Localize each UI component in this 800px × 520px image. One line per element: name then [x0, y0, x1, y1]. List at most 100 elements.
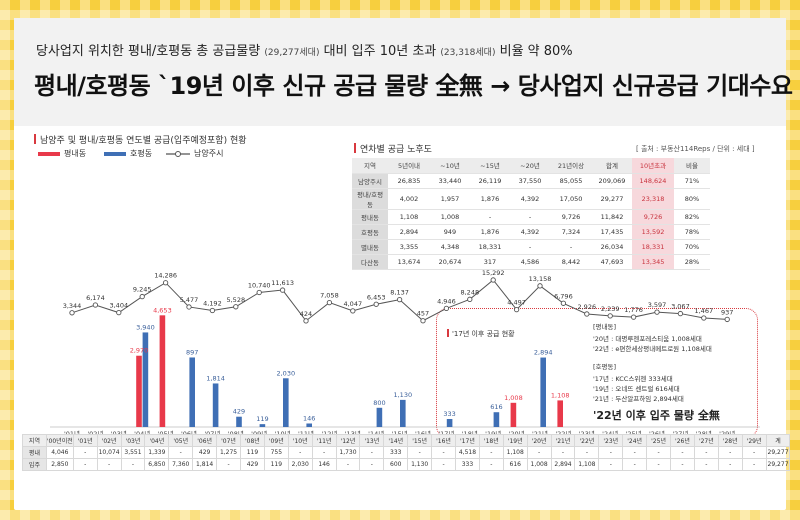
header-band: 당사업지 위치한 평내/호평동 총 공급물량 (29,277세대) 대비 입주 …: [14, 18, 800, 126]
yearly-cell: -: [431, 446, 456, 459]
line-point: [607, 313, 613, 319]
line-data-label: 3,597: [648, 301, 667, 309]
yearly-cell: 2,894: [550, 458, 576, 471]
line-data-label: 6,796: [554, 292, 573, 300]
line-point: [513, 306, 520, 313]
yearly-cell: -: [598, 458, 624, 471]
line-data-label: 8,248: [460, 288, 479, 296]
line-data-label: 4,946: [437, 297, 456, 305]
supply-cell: 85,055: [550, 173, 592, 189]
supply-row-region: 평내/호평동: [352, 188, 388, 210]
yearly-cell: '25년: [646, 434, 672, 447]
supply-table-row: 평내동 1,108 1,008- -9,726 11,842 9,726 82%: [352, 209, 710, 225]
yearly-cell: '24년: [622, 434, 648, 447]
bar-hopyeong: [236, 416, 242, 427]
yearly-cell: -: [670, 446, 695, 459]
supply-cell: 4,586: [510, 254, 550, 270]
bar-hopyeong: [189, 357, 195, 427]
line-point: [396, 296, 403, 303]
supply-cell: -: [470, 209, 510, 225]
info-box-title: '17년 이후 공급 현황: [447, 329, 515, 339]
line-data-label: 10,740: [248, 281, 271, 289]
x-tick-label: '23년: [579, 429, 595, 438]
yearly-cell: '07년: [216, 434, 241, 447]
supply-cell: 26,119: [470, 173, 510, 189]
bar-data-label: 897: [186, 348, 198, 356]
x-tick-label: '13년: [345, 429, 361, 438]
yearly-cell: '01년: [72, 434, 98, 447]
supply-chart: '01년 '02년 '03년 '04년 '05년 '06년 '07년 '08년 '09년 '10년…: [50, 269, 760, 438]
yearly-cell: '12년: [335, 434, 361, 447]
line-data-label: 1,467: [694, 307, 713, 315]
line-point: [420, 318, 426, 324]
line-point: [279, 287, 286, 293]
yearly-cell: -: [359, 458, 385, 471]
yearly-cell: '14년: [383, 434, 409, 447]
line-point: [69, 310, 75, 316]
yearly-cell: '26년: [670, 434, 695, 447]
yearly-cell: '22년: [574, 434, 600, 447]
supply-cell: 33,440: [430, 173, 470, 189]
yearly-cell: -: [478, 458, 504, 471]
yearly-cell: '09년: [263, 434, 289, 447]
yearly-cell: '11년: [311, 434, 337, 447]
yearly-cell: -: [693, 458, 719, 471]
yearly-row-head: 지역: [22, 434, 47, 447]
legend-hopyeong: 호평동: [104, 148, 152, 159]
chart-section-title: 남양주 및 평내/호평동 연도별 공급(입주예정포함) 현황: [34, 133, 247, 146]
supply-header-cell: 5년이내: [388, 158, 430, 174]
line-point: [654, 309, 660, 315]
yearly-cell: -: [646, 446, 672, 459]
supply-cell: 13,674: [388, 254, 430, 270]
bar-pyeongnae: [136, 355, 142, 427]
legend-label-hopyeong: 호평동: [130, 149, 153, 158]
line-point: [373, 301, 379, 307]
yearly-cell: 429: [239, 458, 265, 471]
supply-cell: 26,835: [388, 173, 430, 189]
line-point: [537, 283, 543, 289]
bar-hopyeong: [540, 357, 546, 427]
supply-table-row: 별내동 3,355 4,348 18,331- -26,034 18,331 70%: [352, 239, 710, 255]
supply-header-cell: 합계: [592, 158, 632, 174]
yearly-cell: '19년: [502, 434, 528, 447]
x-tick-label: '15년: [392, 429, 408, 438]
yearly-cell: -: [96, 458, 122, 471]
x-tick-label: '25년: [626, 429, 642, 438]
yearly-cell: 119: [263, 458, 289, 471]
yearly-cell: '06년: [192, 434, 218, 447]
line-data-label: 5,477: [180, 296, 199, 304]
yearly-cell: '08년: [239, 434, 265, 447]
bar-pyeongnae: [557, 400, 563, 427]
bar-data-label: 2,894: [534, 349, 553, 357]
bar-pyeongnae: [159, 315, 166, 427]
supply-cell: 80%: [674, 188, 710, 210]
supply-cell: 1,876: [470, 224, 510, 240]
yearly-cell: 1,008: [526, 458, 552, 471]
line-point: [490, 277, 496, 283]
line-data-label: 2,239: [601, 305, 620, 313]
line-point: [139, 293, 145, 300]
x-tick-label: '17년: [438, 429, 454, 438]
yearly-cell: 1,814: [192, 458, 218, 471]
yearly-cell: -: [598, 446, 624, 459]
yearly-cell: 333: [455, 458, 480, 471]
bar-data-label: 2,970: [130, 347, 149, 355]
line-point: [701, 315, 707, 321]
supply-row-region: 별내동: [352, 239, 388, 255]
supply-cell: 82%: [674, 209, 710, 225]
supply-table-header-row: 지역 5년이내 ~10년 ~15년 ~20년 21년이상 합계 10년초과 비율: [352, 158, 710, 174]
subhead-end: 비율 약 80%: [499, 44, 573, 59]
yearly-cell: '20년: [526, 434, 552, 447]
supply-row-region: 남양주시: [352, 173, 388, 189]
line-point: [162, 280, 169, 286]
x-tick-label: '24년: [602, 429, 618, 438]
x-tick-label: '21년: [532, 429, 548, 438]
supply-cell: 1,957: [430, 188, 470, 210]
yearly-cell: '18년: [478, 434, 504, 447]
x-tick-label: '26년: [649, 429, 665, 438]
yearly-cell: '10년: [287, 434, 313, 447]
yearly-row-head: 입주: [22, 458, 47, 471]
bar-data-label: 1,008: [504, 394, 523, 402]
x-tick-label: '29년: [719, 429, 735, 438]
line-data-label: 457: [417, 310, 429, 318]
